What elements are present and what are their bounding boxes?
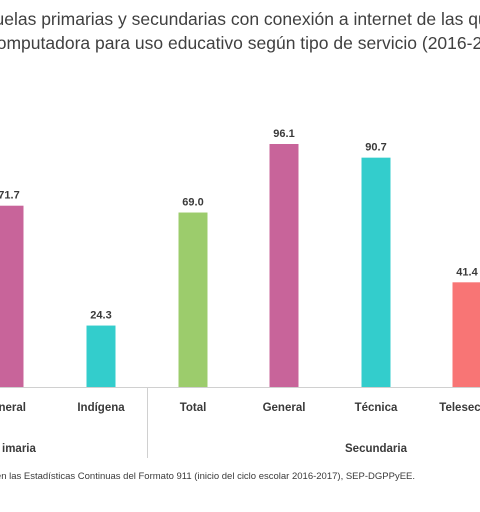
bar-1 bbox=[0, 205, 24, 387]
chart-title-line-2: computadora para uso educativo según tip… bbox=[0, 33, 480, 53]
bar-3 bbox=[178, 212, 208, 387]
category-label-3: Total bbox=[180, 402, 207, 414]
data-label-3: 69.0 bbox=[182, 197, 203, 209]
category-label-6: Telesecun bbox=[439, 402, 480, 414]
source-note: e en las Estadísticas Continuas del Form… bbox=[0, 471, 416, 482]
data-label-5: 90.7 bbox=[365, 142, 386, 154]
category-label-4: General bbox=[263, 402, 306, 414]
bar-2 bbox=[86, 325, 116, 387]
data-label-4: 96.1 bbox=[273, 128, 294, 140]
bar-5 bbox=[361, 157, 391, 387]
bar-4 bbox=[269, 144, 299, 387]
data-label-6: 41.4 bbox=[456, 266, 478, 278]
group-label-primaria: imaria bbox=[2, 443, 36, 455]
category-label-2: Indígena bbox=[77, 402, 125, 414]
chart-title-line-1: scuelas primarias y secundarias con cone… bbox=[0, 9, 480, 29]
group-label-secundaria: Secundaria bbox=[345, 443, 408, 455]
bar-6 bbox=[452, 282, 480, 387]
category-label-1: eneral bbox=[0, 402, 26, 414]
data-label-2: 24.3 bbox=[90, 310, 111, 322]
data-label-1: 71.7 bbox=[0, 190, 20, 202]
category-label-5: Técnica bbox=[355, 402, 398, 414]
